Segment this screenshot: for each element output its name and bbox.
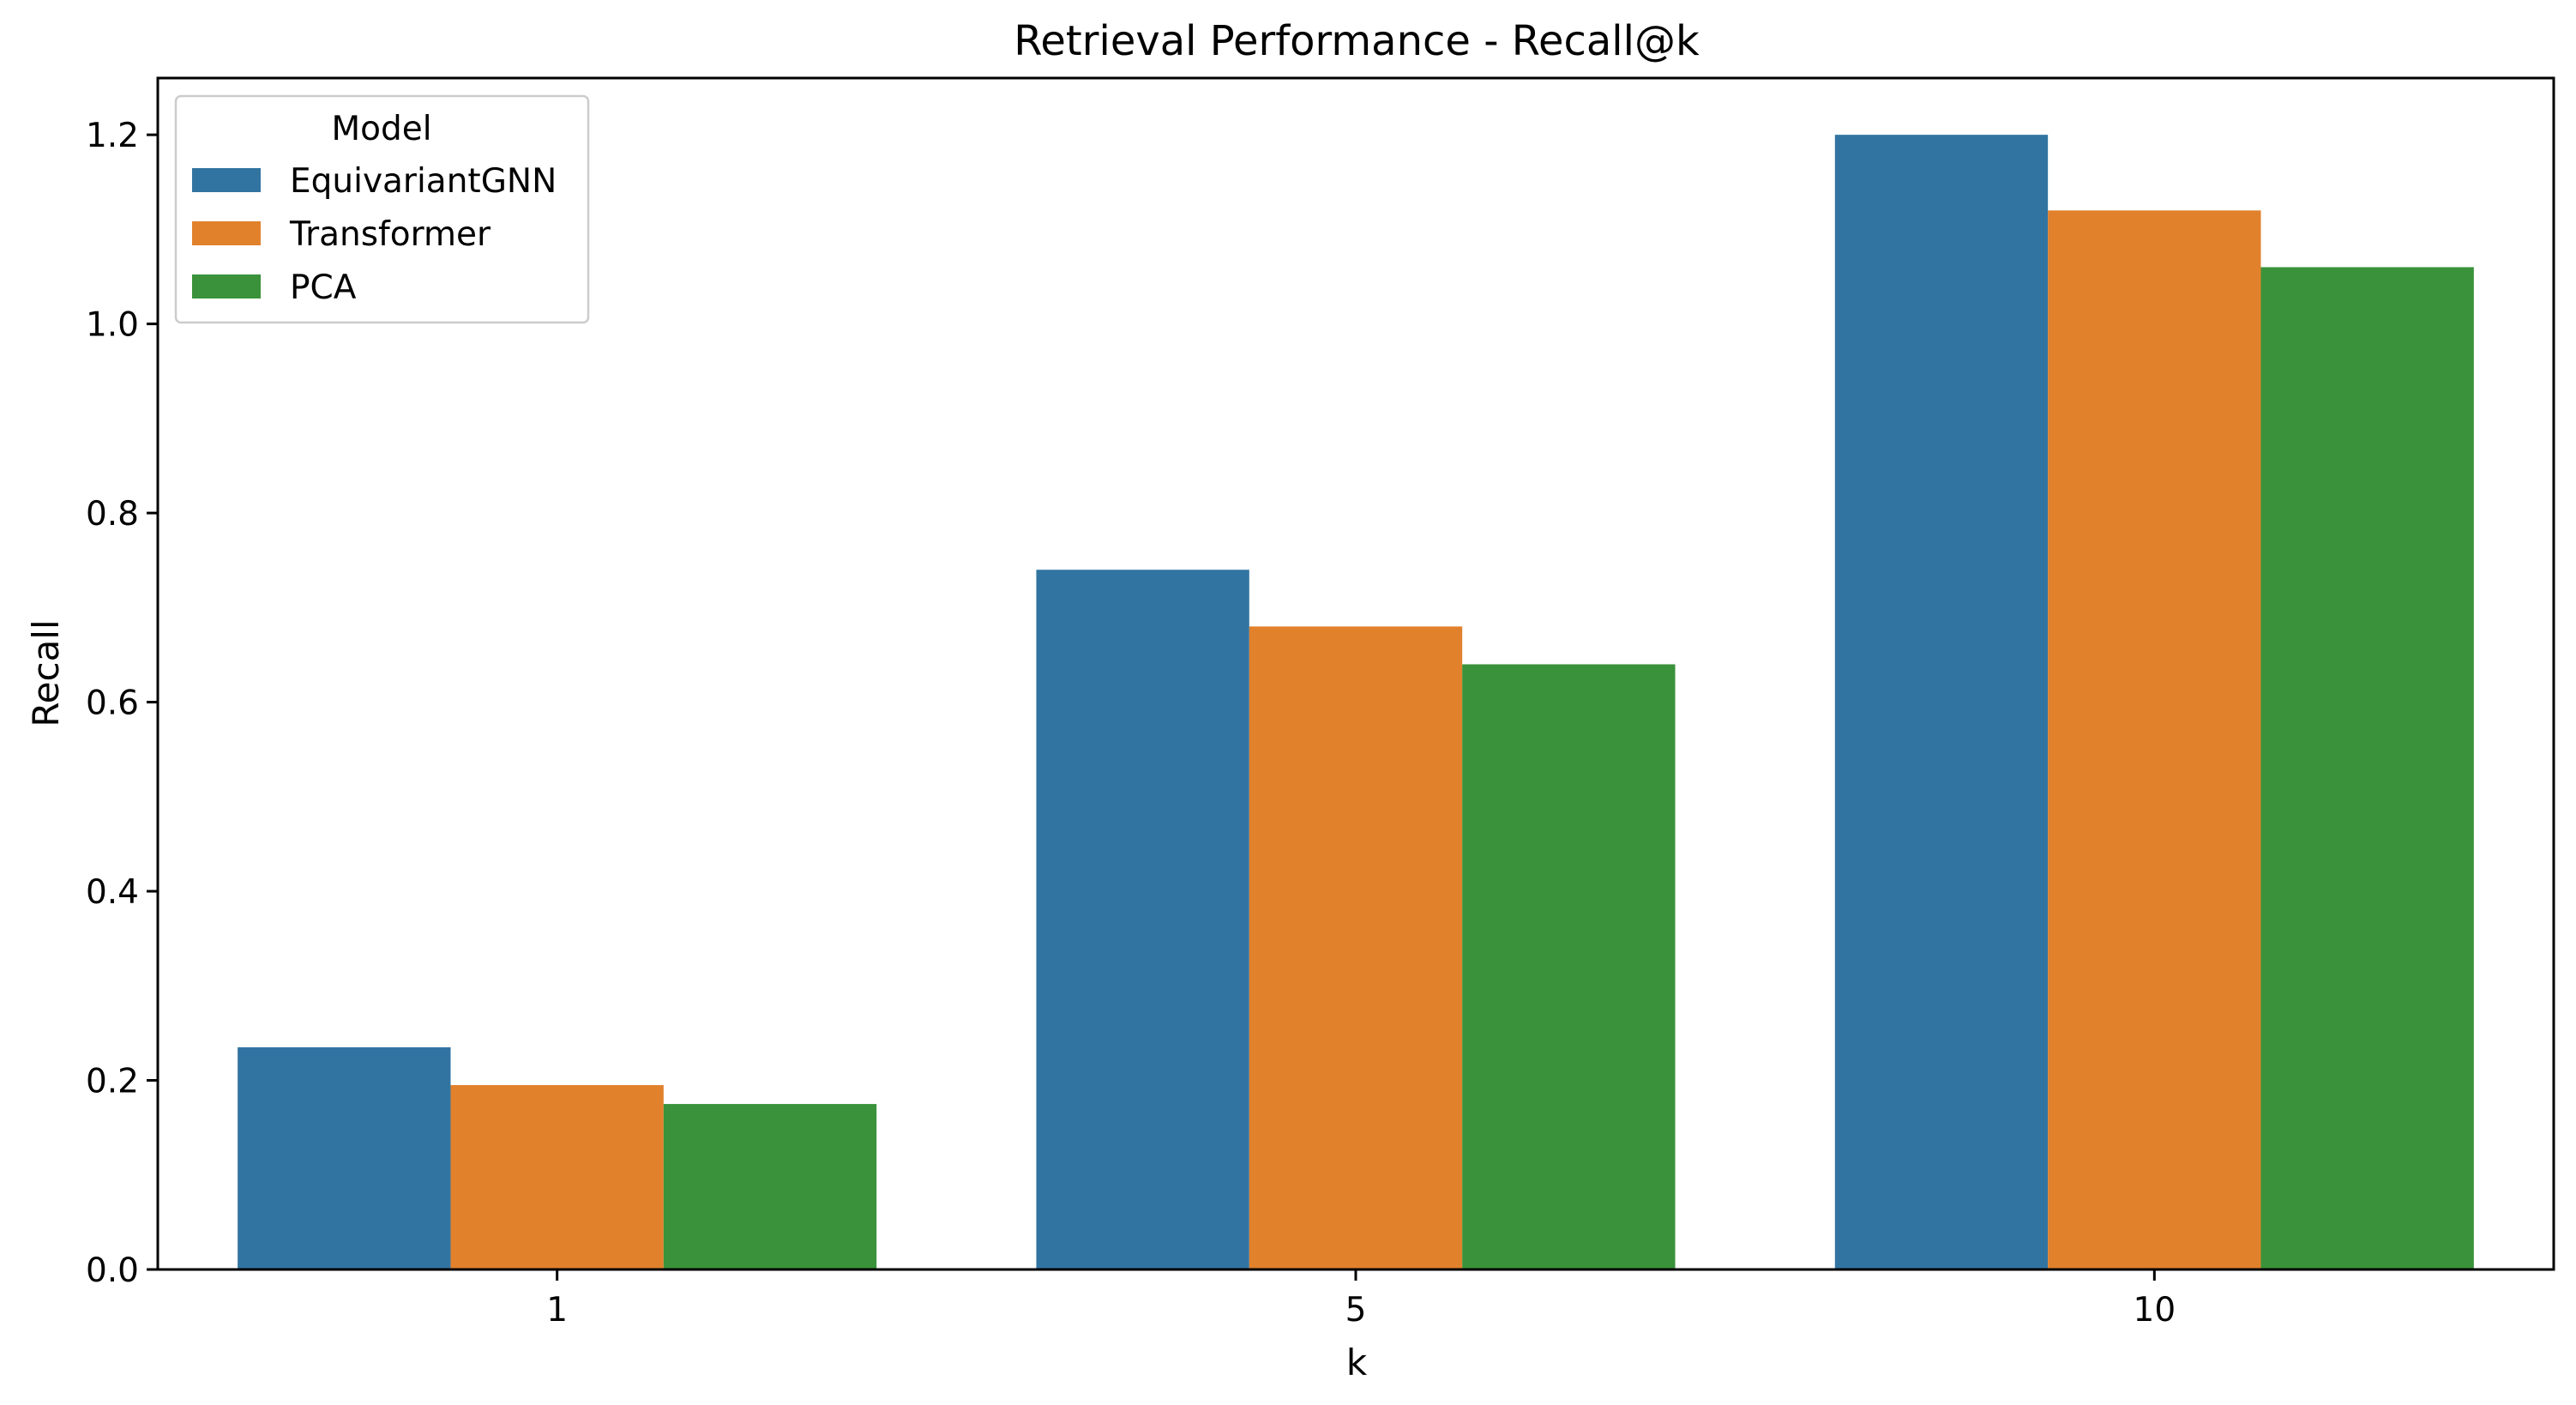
y-axis-label: Recall (25, 619, 67, 727)
legend-items: EquivariantGNN Transformer PCA (192, 162, 557, 307)
y-tick-label: 1.2 (86, 117, 139, 155)
y-axis: 0.0 0.2 0.4 0.6 0.8 1.0 1.2 (86, 117, 158, 1290)
bar-transformer-k10 (2048, 210, 2261, 1269)
bar-equivariantgnn-k10 (1834, 135, 2049, 1270)
bar-equivariantgnn-k1 (238, 1046, 451, 1269)
bar-transformer-k1 (450, 1085, 664, 1269)
legend-swatch-pca (192, 274, 261, 298)
legend-label-pca: PCA (290, 268, 357, 307)
legend-swatch-equivariantgnn (192, 168, 261, 192)
x-tick-label: 10 (2134, 1291, 2176, 1330)
y-tick-label: 0.8 (86, 495, 139, 534)
legend-label-transformer: Transformer (289, 215, 491, 254)
legend-label-equivariantgnn: EquivariantGNN (290, 162, 557, 201)
bar-pca-k10 (2260, 267, 2474, 1269)
bar-equivariantgnn-k5 (1036, 570, 1249, 1269)
legend-title: Model (331, 110, 431, 148)
x-axis-label: k (1346, 1342, 1368, 1384)
bar-transformer-k5 (1249, 626, 1463, 1269)
legend-swatch-transformer (192, 221, 261, 245)
y-tick-label: 0.6 (86, 684, 139, 723)
x-axis: 1 5 10 (546, 1269, 2176, 1330)
y-tick-label: 1.0 (86, 306, 139, 345)
y-tick-label: 0.0 (86, 1251, 139, 1290)
chart-title: Retrieval Performance - Recall@k (1014, 17, 1700, 65)
y-tick-label: 0.2 (86, 1063, 139, 1101)
x-tick-label: 1 (546, 1291, 568, 1330)
bar-pca-k1 (663, 1104, 877, 1269)
y-tick-label: 0.4 (86, 873, 139, 912)
bar-pca-k5 (1462, 664, 1676, 1269)
legend-box (174, 94, 590, 324)
legend: Model EquivariantGNN Transformer PCA (174, 94, 590, 324)
x-tick-label: 5 (1345, 1291, 1367, 1330)
bars-group (238, 135, 2474, 1270)
